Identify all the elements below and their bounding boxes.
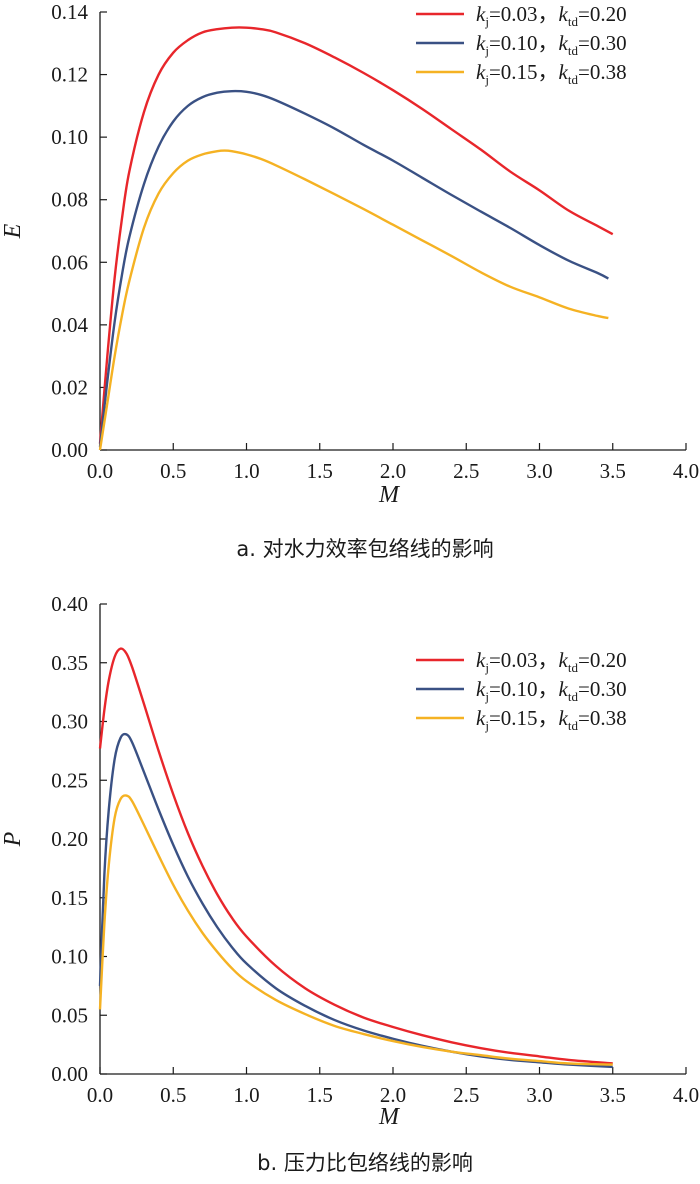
legend-text-t2: =0.30 (578, 31, 627, 55)
x-axis-label: M (378, 1104, 401, 1130)
legend-text-k1: k (476, 706, 486, 730)
legend-text-k2: k (559, 2, 569, 26)
y-tick-label: 0.10 (51, 945, 88, 969)
legend-text-t1: =0.15， (489, 60, 559, 84)
legend-text-t2: =0.20 (578, 648, 627, 672)
legend-text-k1: k (476, 677, 486, 701)
legend-text-s1: j (484, 14, 489, 29)
legend-label-2: kj=0.15，ktd=0.38 (476, 60, 627, 87)
y-tick-label: 0.25 (51, 768, 88, 792)
y-axis-label: P (0, 831, 26, 847)
y-tick-label: 0.10 (51, 125, 88, 149)
legend-label-0: kj=0.03，ktd=0.20 (476, 648, 627, 675)
y-tick-label: 0.40 (51, 592, 88, 616)
series-line-2 (98, 149, 609, 451)
series-line-1 (98, 732, 613, 1069)
figure-caption: a. 对水力效率包络线的影响 (236, 537, 493, 561)
y-tick-label: 0.20 (51, 827, 88, 851)
legend-text-s1: j (484, 43, 489, 58)
x-tick-label: 0.0 (87, 459, 113, 483)
y-tick-label: 0.08 (51, 188, 88, 212)
y-tick-label: 0.00 (51, 438, 88, 462)
x-axis-label: M (378, 482, 401, 508)
x-tick-label: 2.5 (453, 459, 479, 483)
x-tick-label: 2.0 (380, 459, 406, 483)
x-tick-label: 2.0 (380, 1083, 406, 1107)
chart-efficiency-envelope: 0.0 0.5 1.0 1.5 2.0 2.5 3.0 3.5 4.0 0.00 0.02 0.04 0… (0, 0, 699, 561)
x-tick-label: 1.0 (233, 459, 259, 483)
chart-pressure-ratio-envelope: 0.0 0.5 1.0 1.5 2.0 2.5 3.0 3.5 4.0 0.00 0.05 0.10 0… (0, 592, 699, 1175)
legend-text-k1: k (476, 60, 486, 84)
legend-text-k2: k (559, 648, 569, 672)
legend-text-t1: =0.03， (489, 2, 559, 26)
x-tick-label: 3.5 (600, 1083, 626, 1107)
x-tick-label: 3.0 (526, 459, 552, 483)
legend-label-1: kj=0.10，ktd=0.30 (476, 31, 627, 58)
figure-caption: b. 压力比包络线的影响 (257, 1151, 473, 1175)
legend: kj=0.03，ktd=0.20kj=0.10，ktd=0.30kj=0.15，… (416, 2, 627, 87)
legend-text-s2: td (568, 43, 579, 58)
y-tick-label: 0.05 (51, 1003, 88, 1027)
x-tick-label: 2.5 (453, 1083, 479, 1107)
legend: kj=0.03，ktd=0.20kj=0.10，ktd=0.30kj=0.15，… (416, 648, 627, 733)
legend-text-s2: td (568, 718, 579, 733)
x-tick-label: 3.0 (526, 1083, 552, 1107)
legend-text-s1: j (484, 72, 489, 87)
legend-text-k1: k (476, 31, 486, 55)
legend-label-0: kj=0.03，ktd=0.20 (476, 2, 627, 29)
y-tick-label: 0.30 (51, 710, 88, 734)
y-tick-label: 0.12 (51, 63, 88, 87)
y-tick-label: 0.14 (51, 0, 88, 24)
y-tick-label: 0.00 (51, 1062, 88, 1086)
legend-text-s2: td (568, 72, 579, 87)
y-axis-label: E (0, 223, 26, 239)
legend-text-k2: k (559, 60, 569, 84)
legend-text-k2: k (559, 31, 569, 55)
series-line-0 (98, 26, 614, 444)
legend-text-k1: k (476, 2, 486, 26)
series-line-2 (98, 794, 613, 1066)
x-tick-label: 0.5 (160, 459, 186, 483)
legend-text-t2: =0.38 (578, 706, 627, 730)
x-tick-label: 4.0 (673, 459, 699, 483)
y-tick-label: 0.02 (51, 375, 88, 399)
legend-text-k1: k (476, 648, 486, 672)
x-tick-label: 1.5 (307, 1083, 333, 1107)
series-line-1 (98, 89, 609, 448)
legend-text-k2: k (559, 677, 569, 701)
legend-text-s1: j (484, 660, 489, 675)
legend-text-t1: =0.03， (489, 648, 559, 672)
legend-text-s2: td (568, 14, 579, 29)
series-line-0 (98, 647, 613, 1065)
y-tick-label: 0.06 (51, 250, 88, 274)
legend-text-t1: =0.10， (489, 677, 559, 701)
y-tick-label: 0.15 (51, 886, 88, 910)
x-tick-label: 0.0 (87, 1083, 113, 1107)
legend-text-t2: =0.38 (578, 60, 627, 84)
legend-text-t1: =0.15， (489, 706, 559, 730)
legend-text-s1: j (484, 718, 489, 733)
legend-text-s1: j (484, 689, 489, 704)
legend-label-2: kj=0.15，ktd=0.38 (476, 706, 627, 733)
x-tick-label: 1.5 (307, 459, 333, 483)
x-tick-label: 4.0 (673, 1083, 699, 1107)
legend-text-t2: =0.20 (578, 2, 627, 26)
y-tick-label: 0.04 (51, 313, 88, 337)
legend-text-k2: k (559, 706, 569, 730)
x-tick-label: 0.5 (160, 1083, 186, 1107)
legend-label-1: kj=0.10，ktd=0.30 (476, 677, 627, 704)
x-tick-label: 3.5 (600, 459, 626, 483)
legend-text-t1: =0.10， (489, 31, 559, 55)
legend-text-s2: td (568, 689, 579, 704)
legend-text-t2: =0.30 (578, 677, 627, 701)
x-tick-label: 1.0 (233, 1083, 259, 1107)
y-tick-label: 0.35 (51, 651, 88, 675)
legend-text-s2: td (568, 660, 579, 675)
